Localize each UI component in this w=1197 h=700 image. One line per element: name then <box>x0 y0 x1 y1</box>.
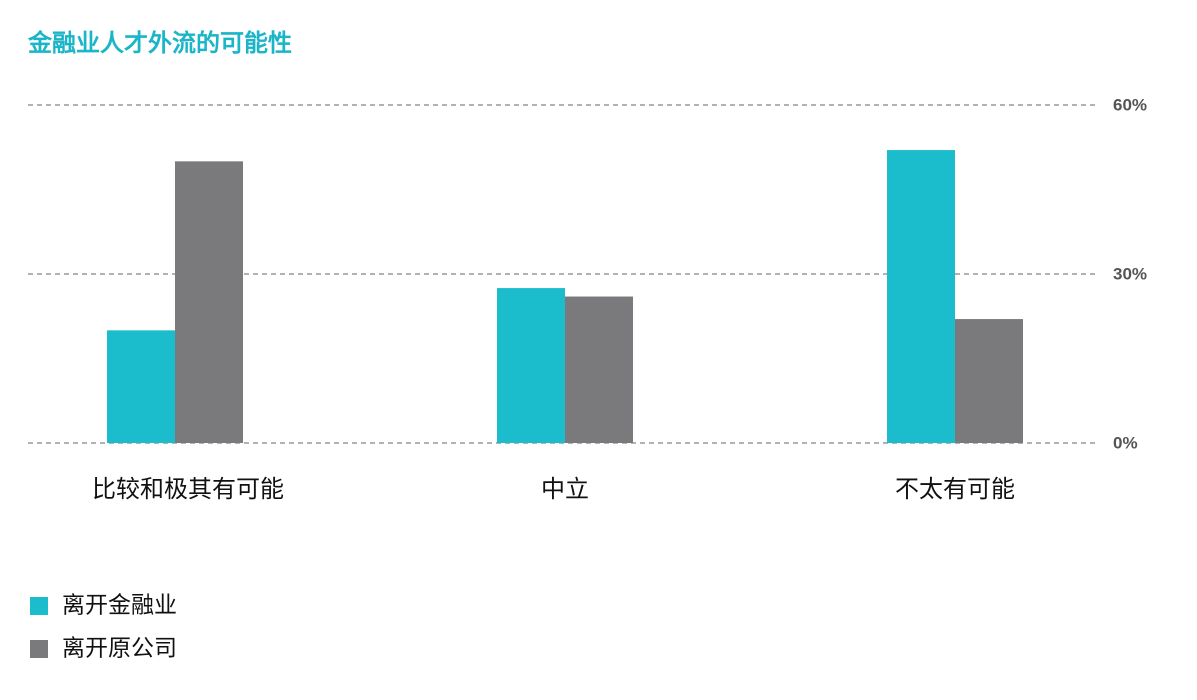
bar <box>175 161 243 444</box>
legend-swatch <box>30 640 48 658</box>
x-tick-label: 中立 <box>541 475 589 503</box>
legend-swatch <box>30 597 48 615</box>
bar <box>955 319 1023 443</box>
bar <box>497 288 565 443</box>
y-tick-label: 0% <box>1113 433 1138 452</box>
bar <box>565 296 633 443</box>
y-tick-label: 30% <box>1113 264 1147 283</box>
legend-label: 离开原公司 <box>62 636 177 662</box>
bar <box>107 330 175 443</box>
chart-title: 金融业人才外流的可能性 <box>27 29 292 57</box>
y-tick-label: 60% <box>1113 95 1147 114</box>
bar <box>887 150 955 444</box>
x-tick-label: 不太有可能 <box>895 475 1015 503</box>
legend-label: 离开金融业 <box>62 593 177 619</box>
x-tick-label: 比较和极其有可能 <box>92 475 284 503</box>
